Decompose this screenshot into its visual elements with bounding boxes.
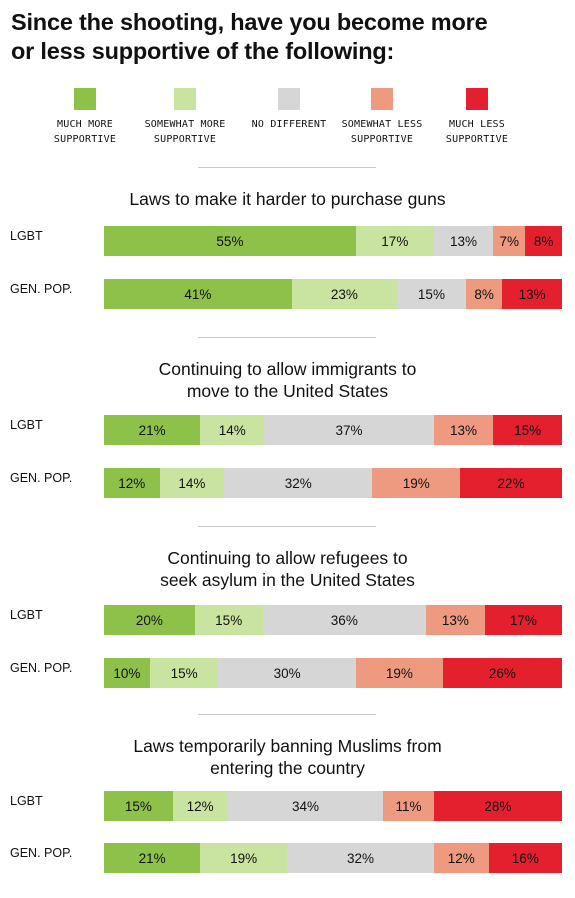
bar-segment: 15%: [104, 791, 173, 821]
legend-item-much-less: MUCH LESS SUPPORTIVE: [422, 88, 532, 147]
bar-segment: 21%: [104, 415, 201, 445]
legend-label-line: SUPPORTIVE: [445, 134, 509, 145]
bar-segment: 14%: [159, 468, 225, 498]
section-title-line: seek asylum in the United States: [160, 570, 415, 590]
stacked-bar: 21% 19% 32% 12% 16%: [104, 843, 562, 873]
bar-segment: 30%: [218, 658, 356, 688]
bar-segment: 11%: [383, 791, 434, 821]
legend-label-line: NO DIFFERENT: [251, 119, 327, 130]
bar-segment: 17%: [484, 605, 562, 635]
legend-item-somewhat-more: SOMEWHAT MORE SUPPORTIVE: [130, 88, 240, 147]
bar-segment: 36%: [262, 605, 426, 635]
row-label: GEN. POP.: [10, 471, 73, 485]
legend-label-line: SUPPORTIVE: [53, 134, 117, 145]
bar-segment: 21%: [104, 843, 201, 873]
bar-segment: 12%: [433, 843, 489, 873]
legend-swatch: [174, 88, 196, 110]
bar-segment: 26%: [442, 658, 562, 688]
bar-segment: 7%: [493, 226, 526, 256]
bar-segment: 15%: [493, 415, 562, 445]
bar-segment: 55%: [104, 226, 356, 256]
bar-segment: 37%: [264, 415, 434, 445]
section-title-line: Laws temporarily banning Muslims from: [133, 736, 442, 756]
bar-segment: 23%: [291, 279, 398, 309]
bar-segment: 12%: [104, 468, 160, 498]
legend-item-no-different: NO DIFFERENT: [234, 88, 344, 132]
legend: MUCH MORE SUPPORTIVE SOMEWHAT MORE SUPPO…: [30, 88, 550, 150]
section-title-line: Continuing to allow refugees to: [167, 548, 408, 568]
bar-segment: 22%: [460, 468, 562, 498]
legend-swatch: [278, 88, 300, 110]
stacked-bar: 41% 23% 15% 8% 13%: [104, 279, 562, 309]
legend-label-line: SUPPORTIVE: [350, 134, 414, 145]
row-label: LGBT: [10, 608, 43, 622]
bar-segment: 8%: [465, 279, 503, 309]
section-title: Laws to make it harder to purchase guns: [0, 188, 575, 210]
stacked-bar: 12% 14% 32% 19% 22%: [104, 468, 562, 498]
bar-segment: 16%: [488, 843, 562, 873]
legend-label-line: MUCH MORE: [57, 119, 113, 130]
stacked-bar: 21% 14% 37% 13% 15%: [104, 415, 562, 445]
section-divider: [198, 337, 376, 338]
legend-label-line: MUCH LESS: [449, 119, 505, 130]
bar-segment: 13%: [502, 279, 562, 309]
legend-swatch: [74, 88, 96, 110]
bar-segment: 15%: [149, 658, 219, 688]
bar-segment: 34%: [227, 791, 384, 821]
bar-segment: 10%: [104, 658, 150, 688]
bar-segment: 15%: [397, 279, 466, 309]
legend-label: NO DIFFERENT: [234, 117, 344, 132]
bar-segment: 19%: [372, 468, 461, 498]
legend-item-somewhat-less: SOMEWHAT LESS SUPPORTIVE: [327, 88, 437, 147]
row-label: LGBT: [10, 229, 43, 243]
bar-segment: 17%: [355, 226, 434, 256]
row-label: GEN. POP.: [10, 282, 73, 296]
row-label: GEN. POP.: [10, 661, 73, 675]
chart-title: Since the shooting, have you become more…: [11, 8, 566, 66]
bar-segment: 19%: [355, 658, 443, 688]
section-title: Continuing to allow refugees to seek asyl…: [0, 547, 575, 591]
bar-segment: 28%: [433, 791, 562, 821]
bar-segment: 8%: [525, 226, 562, 256]
stacked-bar: 55% 17% 13% 7% 8%: [104, 226, 562, 256]
bar-segment: 13%: [433, 415, 494, 445]
section-divider: [198, 167, 376, 168]
legend-item-much-more: MUCH MORE SUPPORTIVE: [30, 88, 140, 147]
legend-swatch: [466, 88, 488, 110]
legend-label-line: SOMEWHAT LESS: [341, 119, 423, 130]
legend-label: SOMEWHAT MORE SUPPORTIVE: [130, 117, 240, 147]
legend-label-line: SOMEWHAT MORE: [144, 119, 226, 130]
row-label: LGBT: [10, 794, 43, 808]
section-title: Continuing to allow immigrants to move to…: [0, 358, 575, 402]
chart-title-line: or less supportive of the following:: [11, 38, 395, 64]
section-divider: [198, 526, 376, 527]
bar-segment: 32%: [287, 843, 434, 873]
bar-segment: 19%: [200, 843, 288, 873]
legend-swatch: [371, 88, 393, 110]
chart-title-line: Since the shooting, have you become more: [11, 9, 488, 35]
bar-segment: 14%: [200, 415, 265, 445]
stacked-bar: 20% 15% 36% 13% 17%: [104, 605, 562, 635]
bar-segment: 32%: [224, 468, 373, 498]
stacked-bar: 10% 15% 30% 19% 26%: [104, 658, 562, 688]
section-title-line: entering the country: [210, 758, 365, 778]
row-label: LGBT: [10, 418, 43, 432]
section-title: Laws temporarily banning Muslims from ent…: [0, 735, 575, 779]
legend-label: SOMEWHAT LESS SUPPORTIVE: [327, 117, 437, 147]
stacked-bar: 15% 12% 34% 11% 28%: [104, 791, 562, 821]
bar-segment: 15%: [194, 605, 263, 635]
legend-label: MUCH LESS SUPPORTIVE: [422, 117, 532, 147]
row-label: GEN. POP.: [10, 846, 73, 860]
section-title-line: Continuing to allow immigrants to: [158, 359, 417, 379]
bar-segment: 41%: [104, 279, 292, 309]
bar-segment: 13%: [425, 605, 485, 635]
legend-label: MUCH MORE SUPPORTIVE: [30, 117, 140, 147]
legend-label-line: SUPPORTIVE: [153, 134, 217, 145]
section-title-line: Laws to make it harder to purchase guns: [129, 189, 446, 209]
bar-segment: 12%: [172, 791, 228, 821]
bar-segment: 20%: [104, 605, 195, 635]
section-divider: [198, 714, 376, 715]
bar-segment: 13%: [433, 226, 494, 256]
section-title-line: move to the United States: [186, 381, 389, 401]
